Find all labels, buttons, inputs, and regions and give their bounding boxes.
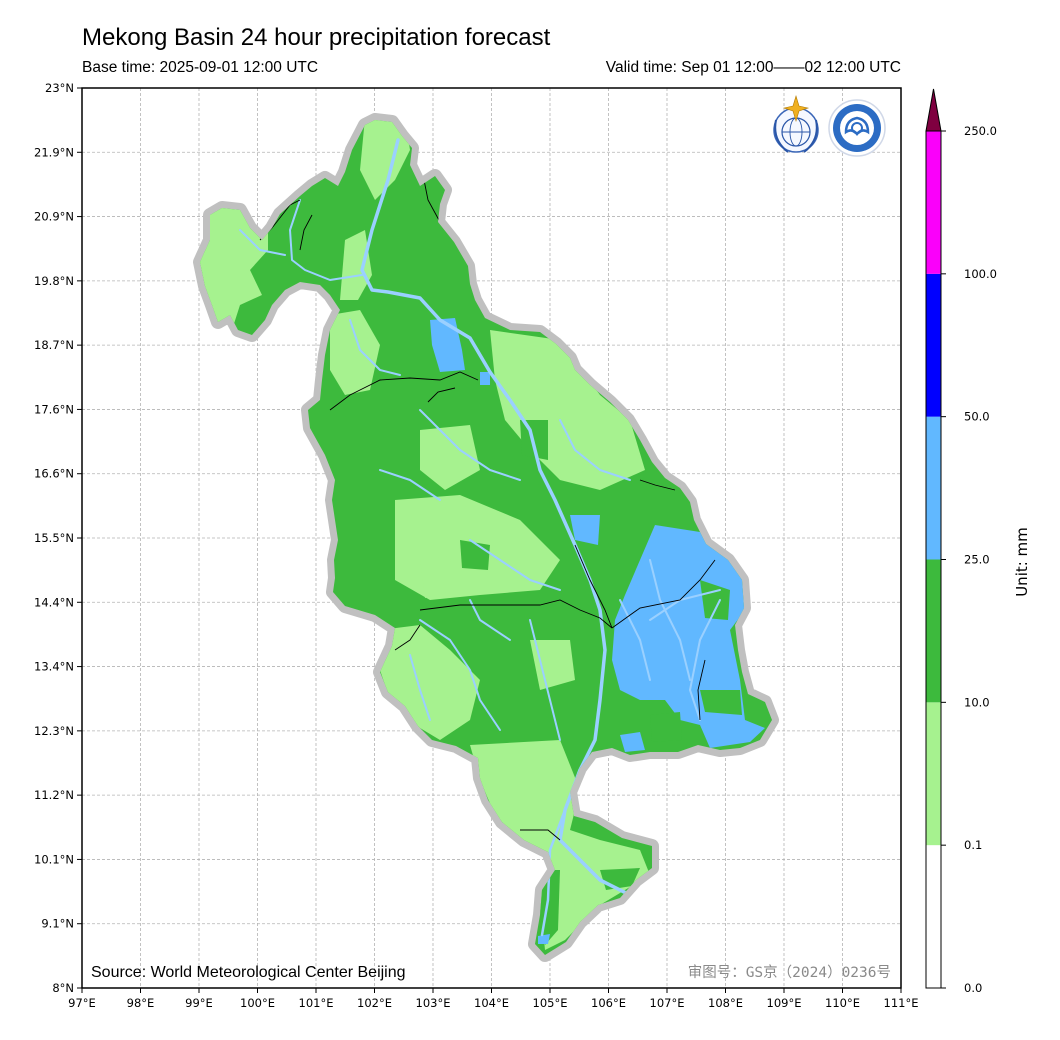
x-tick-label: 111°E — [884, 996, 919, 1010]
y-tick-label: 23°N — [45, 81, 74, 95]
x-tick-label: 98°E — [127, 996, 155, 1010]
y-tick-label: 21.9°N — [34, 145, 74, 159]
y-tick-label: 9.1°N — [41, 917, 74, 931]
colorbar-segment — [926, 131, 941, 274]
y-tick-label: 17.6°N — [34, 402, 74, 416]
base-time: Base time: 2025-09-01 12:00 UTC — [82, 59, 319, 76]
x-tick-label: 102°E — [357, 996, 392, 1010]
y-axis-ticks: 23°N 21.9°N 20.9°N 19.8°N 18.7°N 17.6°N 16.6°N… — [34, 81, 82, 995]
colorbar-segment — [926, 702, 941, 846]
y-tick-label: 15.5°N — [34, 531, 74, 545]
x-tick-label: 104°E — [474, 996, 509, 1010]
y-tick-label: 8°N — [52, 981, 74, 995]
precip-light-zones — [200, 120, 650, 950]
colorbar-level-label: 0.0 — [964, 981, 982, 995]
colorbar: 0.0 0.1 10.0 25.0 50.0 100.0 250.0 — [925, 88, 997, 995]
x-axis-ticks: 97°E 98°E 99°E 100°E 101°E 102°E 103°E 104°E 105… — [68, 988, 918, 1010]
y-tick-label: 11.2°N — [34, 788, 74, 802]
colorbar-extend-arrow — [925, 88, 942, 132]
colorbar-level-label: 25.0 — [964, 553, 990, 567]
x-tick-label: 101°E — [299, 996, 334, 1010]
y-tick-label: 10.1°N — [34, 852, 74, 866]
colorbar-unit-label: Unit: mm — [1013, 527, 1031, 597]
colorbar-segment — [926, 845, 941, 988]
x-tick-label: 106°E — [591, 996, 626, 1010]
x-tick-label: 107°E — [650, 996, 685, 1010]
colorbar-level-label: 10.0 — [964, 695, 990, 709]
colorbar-segment — [926, 559, 941, 703]
colorbar-level-label: 0.1 — [964, 838, 982, 852]
x-tick-label: 110°E — [825, 996, 860, 1010]
map-approval-number: 审图号：GS京（2024）0236号 — [688, 964, 891, 981]
y-tick-label: 20.9°N — [34, 210, 74, 224]
colorbar-segment — [926, 273, 941, 417]
y-tick-label: 19.8°N — [34, 274, 74, 288]
precip-moderate-in-heavy — [612, 580, 742, 742]
wmo-logo — [773, 94, 819, 153]
y-tick-label: 18.7°N — [34, 338, 74, 352]
colorbar-segment — [926, 416, 941, 560]
y-tick-label: 12.3°N — [34, 724, 74, 738]
x-tick-label: 109°E — [767, 996, 802, 1010]
precip-moderate-patches — [460, 420, 640, 945]
x-tick-label: 99°E — [185, 996, 213, 1010]
colorbar-level-label: 50.0 — [964, 410, 990, 424]
x-tick-label: 103°E — [416, 996, 451, 1010]
colorbar-level-label: 250.0 — [964, 124, 997, 138]
chart-title: Mekong Basin 24 hour precipitation forec… — [82, 24, 551, 51]
cma-logo — [828, 99, 886, 157]
y-tick-label: 14.4°N — [34, 595, 74, 609]
precipitation-field — [200, 120, 772, 955]
colorbar-level-label: 100.0 — [964, 267, 997, 281]
y-tick-label: 13.4°N — [34, 660, 74, 674]
x-tick-label: 100°E — [240, 996, 275, 1010]
x-tick-label: 105°E — [533, 996, 568, 1010]
x-tick-label: 108°E — [708, 996, 743, 1010]
x-tick-label: 97°E — [68, 996, 96, 1010]
valid-time: Valid time: Sep 01 12:00——02 12:00 UTC — [605, 59, 901, 76]
y-tick-label: 16.6°N — [34, 467, 74, 481]
source-credit: Source: World Meteorological Center Beij… — [91, 964, 406, 981]
